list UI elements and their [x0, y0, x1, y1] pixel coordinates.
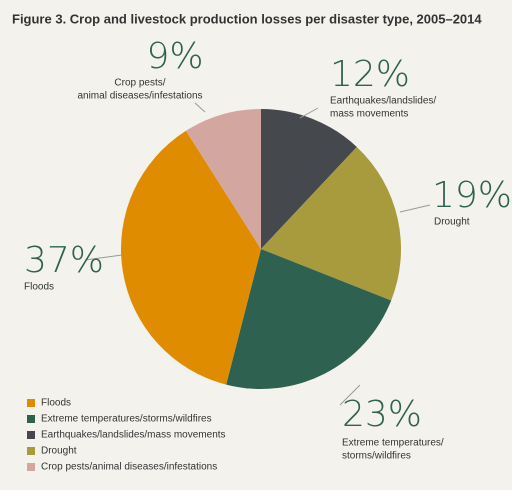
- callout-label: mass movements: [330, 109, 408, 120]
- value-label: 12%: [330, 54, 410, 95]
- legend-label: Earthquakes/landslides/mass movements: [41, 430, 226, 441]
- leader-line: [299, 107, 319, 119]
- legend-label: Extreme temperatures/storms/wildfires: [41, 414, 212, 425]
- leader-line: [339, 384, 361, 406]
- callout-label: Extreme temperatures/: [342, 438, 444, 449]
- callout-label: Earthquakes/landslides/: [330, 96, 436, 107]
- value-label: 37%: [24, 240, 104, 281]
- pie-slice: [261, 146, 401, 301]
- pie-slice: [226, 249, 392, 389]
- legend-swatch: [27, 399, 35, 407]
- callout-label: Floods: [24, 282, 54, 293]
- callout-label: Crop pests/: [114, 78, 165, 89]
- callout-label: Drought: [434, 217, 470, 228]
- legend-swatch: [27, 463, 35, 471]
- legend-label: Floods: [41, 398, 71, 409]
- leader-line: [194, 102, 206, 113]
- value-label: 23%: [342, 394, 422, 435]
- leader-line: [399, 204, 431, 213]
- legend-swatch: [27, 431, 35, 439]
- callout-label: storms/wildfires: [342, 451, 411, 462]
- chart-title: Figure 3. Crop and livestock production …: [12, 11, 482, 26]
- legend-swatch: [27, 447, 35, 455]
- pie-slice: [261, 109, 357, 249]
- legend-label: Drought: [41, 446, 77, 457]
- legend-swatch: [27, 415, 35, 423]
- pie-slice: [120, 130, 261, 385]
- value-label: 19%: [432, 175, 512, 216]
- leader-line: [84, 254, 123, 261]
- legend-label: Crop pests/animal diseases/infestations: [41, 462, 217, 473]
- pie-slice: [185, 109, 261, 249]
- value-label: 9%: [146, 36, 203, 77]
- callout-label: animal diseases/infestations: [77, 91, 202, 102]
